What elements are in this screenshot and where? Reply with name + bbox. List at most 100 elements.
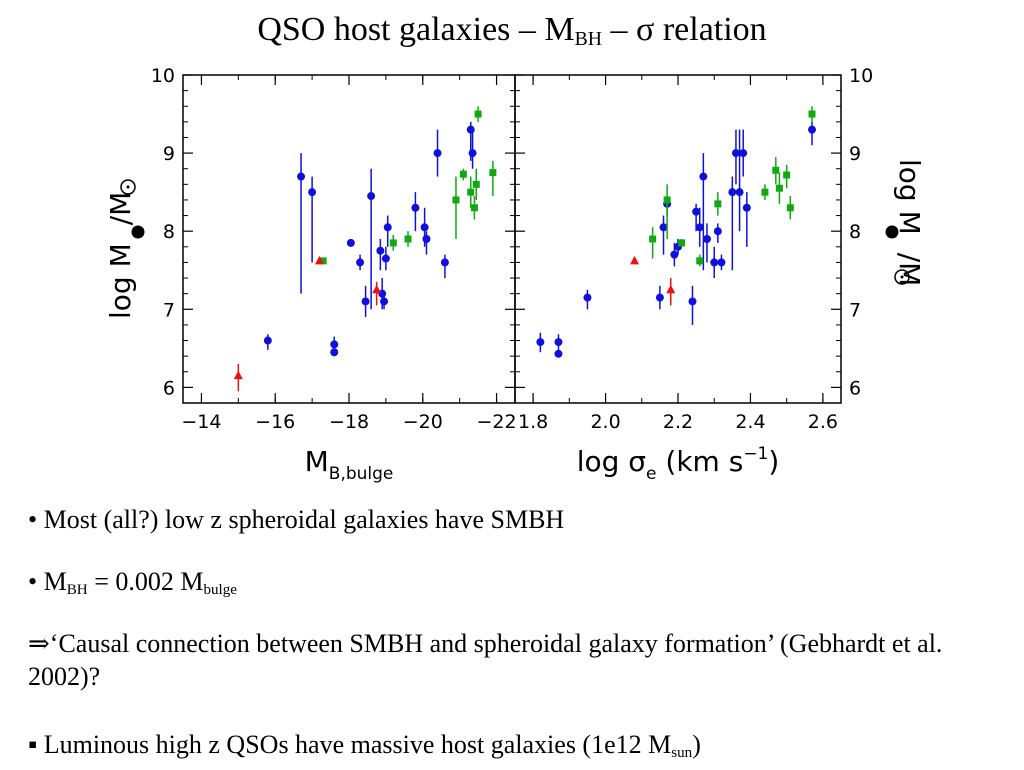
data-point-blue xyxy=(554,338,563,347)
data-point-blue xyxy=(717,258,726,267)
data-point-blue xyxy=(411,203,420,212)
data-point-blue xyxy=(670,250,679,259)
title-sigma: σ xyxy=(636,11,655,48)
x-axis-label-part: (km s xyxy=(657,445,744,478)
black-hole-symbol-icon xyxy=(885,225,899,239)
y-axis-label-part: log M xyxy=(893,159,926,235)
data-point-green xyxy=(389,239,397,247)
data-point-blue xyxy=(361,297,370,306)
sun-symbol-icon xyxy=(894,269,910,285)
x-tick-label: −22 xyxy=(477,411,517,433)
data-point-blue xyxy=(739,149,748,158)
data-point-red xyxy=(372,284,382,294)
data-point-blue xyxy=(713,227,722,236)
data-point-blue xyxy=(731,149,740,158)
data-point-green xyxy=(678,239,686,247)
x-axis-label-part: M xyxy=(305,445,329,478)
x-axis-label-part: e xyxy=(646,464,656,484)
data-point-green xyxy=(772,166,780,174)
data-point-green xyxy=(775,184,783,192)
data-point-green xyxy=(786,204,794,212)
title-subscript: BH xyxy=(574,27,603,50)
data-point-blue xyxy=(376,246,385,255)
x-tick-label: 2.2 xyxy=(663,411,693,433)
y-tick-label: 9 xyxy=(163,143,175,165)
data-point-blue xyxy=(659,223,668,232)
bullet-causal-text: ‘Causal connection between SMBH and sphe… xyxy=(28,629,943,691)
data-point-blue xyxy=(422,235,431,243)
data-point-green xyxy=(467,188,475,196)
data-point-blue xyxy=(808,125,817,134)
data-point-green xyxy=(649,235,657,243)
y-tick-label: 8 xyxy=(163,221,175,243)
data-point-red xyxy=(314,255,324,265)
data-point-green xyxy=(489,169,497,177)
data-point-blue xyxy=(308,188,317,197)
data-point-blue xyxy=(710,258,719,267)
square-bullet-icon: ▪ xyxy=(28,730,38,759)
data-point-green xyxy=(319,257,327,265)
bullet-spheroidal-smbh: • Most (all?) low z spheroidal galaxies … xyxy=(28,503,1008,536)
bullet-qso-pre: Luminous high z QSOs have massive host g… xyxy=(37,730,672,759)
y-axis-label: log M/M xyxy=(104,192,137,319)
data-point-blue xyxy=(536,338,545,347)
data-point-blue xyxy=(466,125,475,134)
black-hole-symbol-icon xyxy=(131,225,145,239)
data-point-blue xyxy=(383,223,392,232)
data-point-blue xyxy=(728,188,737,197)
bullet-mbh-sub2: bulge xyxy=(203,581,237,598)
y-axis-label-right: log M/M xyxy=(893,159,926,286)
data-point-red xyxy=(233,370,243,380)
bullet-causal-connection: ⇒‘Causal connection between SMBH and sph… xyxy=(28,627,1008,693)
bullet-mbh-relation: • MBH = 0.002 Mbulge xyxy=(28,565,1008,607)
bullet-qso-sub: sun xyxy=(671,744,693,761)
bullet-mbh-pre: • M xyxy=(28,567,67,596)
bullet-luminous-qso: ▪ Luminous high z QSOs have massive host… xyxy=(28,728,1008,770)
data-point-blue xyxy=(655,293,664,302)
data-point-green xyxy=(452,196,460,204)
data-point-blue xyxy=(380,297,389,306)
data-point-blue xyxy=(468,149,477,158)
data-point-green xyxy=(761,188,769,196)
data-point-green xyxy=(808,110,816,118)
data-point-green xyxy=(663,196,671,204)
y-axis-label-part: /M xyxy=(893,253,926,287)
title-end: relation xyxy=(654,11,767,48)
data-point-green xyxy=(783,171,791,179)
bullet-spheroidal-text: • Most (all?) low z spheroidal galaxies … xyxy=(28,505,565,534)
sun-symbol-icon xyxy=(120,179,136,195)
x-tick-label: −16 xyxy=(255,411,295,433)
data-point-blue xyxy=(330,340,339,349)
data-point-green xyxy=(470,204,478,212)
data-point-red xyxy=(666,284,676,294)
x-axis-label-part: B,bulge xyxy=(329,464,394,484)
x-tick-label: −14 xyxy=(181,411,221,433)
bullet-mbh-sub1: BH xyxy=(66,581,88,598)
plot-frame xyxy=(182,74,516,404)
x-tick-label: 2.0 xyxy=(590,411,620,433)
bullet-mbh-mid: = 0.002 M xyxy=(87,567,204,596)
x-tick-label: −18 xyxy=(329,411,369,433)
y-tick-label: 6 xyxy=(849,377,861,399)
y-tick-label: 7 xyxy=(163,299,175,321)
data-point-blue xyxy=(263,336,272,345)
data-point-blue xyxy=(688,297,697,306)
y-tick-label: 6 xyxy=(163,377,175,399)
data-point-green xyxy=(474,110,482,118)
data-point-red xyxy=(630,255,640,265)
data-point-green xyxy=(404,235,412,243)
y-tick-label: 10 xyxy=(151,65,175,87)
data-point-blue xyxy=(356,258,365,267)
data-point-blue xyxy=(735,188,744,197)
x-tick-label: 2.4 xyxy=(735,411,765,433)
data-point-blue xyxy=(330,348,339,357)
data-point-blue xyxy=(695,223,704,232)
title-mid: – xyxy=(602,11,637,48)
data-point-blue xyxy=(699,172,708,181)
x-tick-label: 1.8 xyxy=(518,411,548,433)
x-axis-label: MB,bulge xyxy=(305,445,394,484)
page-title: QSO host galaxies – MBH – σ relation xyxy=(0,10,1024,59)
data-point-blue xyxy=(367,192,376,201)
data-point-blue xyxy=(742,203,751,212)
